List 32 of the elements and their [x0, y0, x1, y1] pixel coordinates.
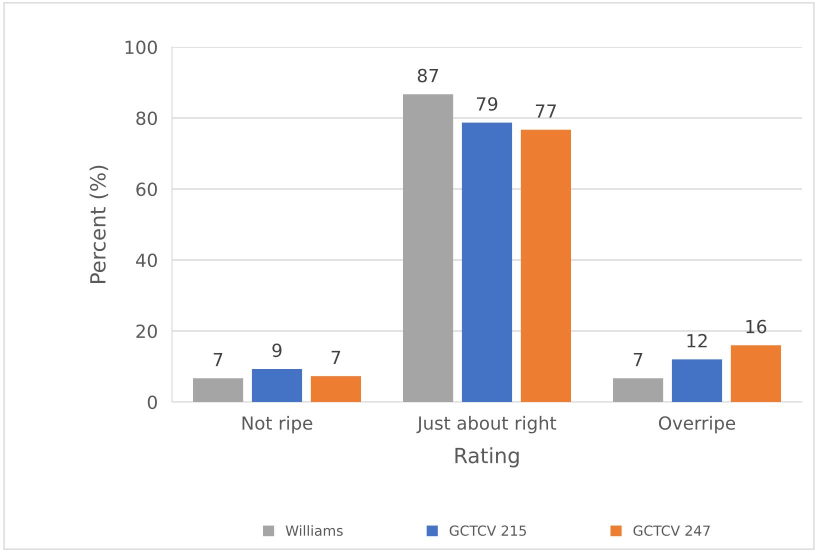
bar	[193, 378, 244, 402]
data-label: 9	[272, 343, 282, 358]
data-label: 7	[214, 352, 222, 366]
data-label: 7	[634, 352, 642, 366]
y-tick-label: 40	[136, 253, 157, 268]
data-label: 12	[687, 334, 707, 348]
bar	[462, 122, 512, 402]
y-axis-title: Percent (%)	[90, 166, 108, 283]
x-tick-label: Not ripe	[242, 416, 312, 434]
data-label: 77	[536, 104, 556, 118]
x-tick-label: Just about right	[416, 416, 556, 434]
x-axis-title: Rating	[455, 447, 519, 468]
bar	[613, 378, 664, 402]
data-label: 16	[746, 320, 766, 334]
y-tick-label: 0	[148, 395, 157, 410]
x-tick-label: Overripe	[658, 416, 736, 434]
bar	[672, 359, 722, 402]
bar	[520, 130, 571, 402]
bar	[310, 376, 361, 402]
y-tick-label: 80	[136, 111, 157, 126]
y-tick-label: 100	[126, 40, 157, 54]
legend-label: Williams	[286, 525, 343, 536]
bar	[403, 94, 454, 402]
data-label: 7	[332, 350, 340, 364]
y-tick-label: 20	[136, 324, 157, 338]
legend-label: GCTCV 215	[450, 525, 526, 536]
y-tick-label: 60	[136, 182, 157, 196]
legend-label: GCTCV 247	[634, 525, 710, 536]
bar	[730, 345, 781, 402]
data-label: 79	[476, 97, 498, 111]
bar	[252, 368, 302, 402]
data-label: 87	[418, 68, 438, 82]
